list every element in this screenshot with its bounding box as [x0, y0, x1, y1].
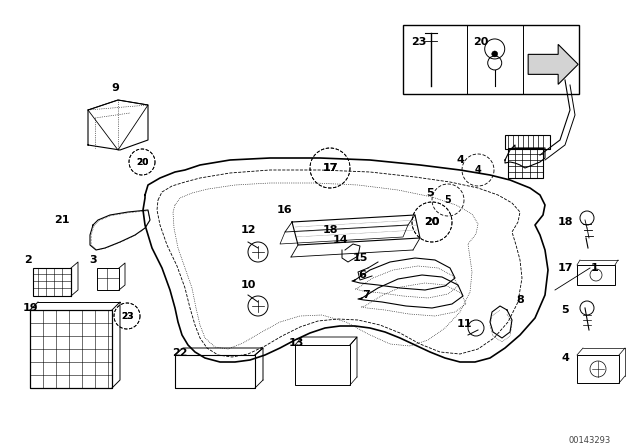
- Text: 20: 20: [424, 217, 440, 227]
- Text: 6: 6: [358, 270, 366, 280]
- Bar: [505, 135, 550, 149]
- Bar: [508, 148, 543, 178]
- Text: 20: 20: [473, 37, 488, 47]
- Text: 19: 19: [22, 303, 38, 313]
- Text: 20: 20: [424, 217, 440, 227]
- Text: 17: 17: [557, 263, 573, 273]
- Text: 13: 13: [288, 338, 304, 348]
- Text: 23: 23: [121, 311, 133, 320]
- Text: 18: 18: [323, 225, 338, 235]
- Text: 5: 5: [445, 195, 451, 205]
- Text: 14: 14: [332, 235, 348, 245]
- Text: 4: 4: [456, 155, 464, 165]
- Text: 7: 7: [362, 290, 370, 300]
- Text: 5: 5: [561, 305, 569, 315]
- Text: 12: 12: [240, 225, 256, 235]
- Text: 1: 1: [591, 263, 599, 273]
- Bar: [403, 25, 579, 94]
- Text: 4: 4: [561, 353, 569, 363]
- Text: 10: 10: [240, 280, 256, 290]
- Bar: [33, 268, 71, 296]
- Text: 18: 18: [557, 217, 573, 227]
- Polygon shape: [528, 44, 578, 84]
- Text: 20: 20: [136, 158, 148, 167]
- Text: 4: 4: [475, 165, 481, 175]
- Text: 00143293: 00143293: [569, 435, 611, 444]
- Text: 8: 8: [516, 295, 524, 305]
- Text: 17: 17: [323, 163, 338, 173]
- Text: 3: 3: [89, 255, 97, 265]
- Text: 20: 20: [136, 158, 148, 167]
- Text: 11: 11: [456, 319, 472, 329]
- Bar: [577, 265, 615, 285]
- Bar: [295, 345, 350, 385]
- Text: 21: 21: [54, 215, 70, 225]
- Bar: [577, 355, 619, 383]
- Text: 5: 5: [426, 188, 434, 198]
- Circle shape: [492, 51, 498, 57]
- Bar: [30, 310, 112, 388]
- Text: 16: 16: [277, 205, 293, 215]
- Text: 15: 15: [352, 253, 368, 263]
- Text: 17: 17: [323, 163, 338, 173]
- Text: 23: 23: [121, 311, 133, 320]
- Bar: [97, 268, 119, 290]
- Text: 23: 23: [412, 37, 427, 47]
- Text: 22: 22: [172, 348, 188, 358]
- Text: 9: 9: [111, 83, 119, 93]
- Text: 2: 2: [24, 255, 32, 265]
